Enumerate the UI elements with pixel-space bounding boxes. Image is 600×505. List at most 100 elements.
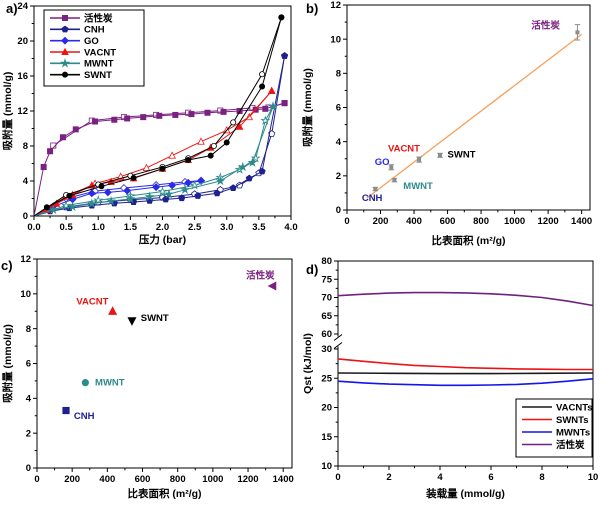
svg-text:2: 2 [386,472,391,483]
svg-text:200: 200 [373,216,389,227]
axes-c: 0 200 400 600 800 1000 1200 1400 0 2 4 6 8 10 12 比表面积 (… [1,254,294,500]
svg-text:600: 600 [135,474,151,485]
svg-text:75: 75 [321,274,332,285]
svg-text:GO: GO [84,36,99,47]
svg-text:0: 0 [335,472,340,483]
svg-text:600: 600 [440,216,456,227]
svg-text:吸附量 (mmol/g): 吸附量 (mmol/g) [301,68,314,147]
svg-text:CNH: CNH [362,193,383,204]
svg-text:0: 0 [23,211,28,222]
series-MWNTs [337,378,594,387]
series-SWNT [33,14,285,217]
svg-text:15: 15 [321,432,332,443]
svg-text:CNH: CNH [74,411,95,422]
series-MWNT [33,101,279,217]
svg-text:6: 6 [26,359,31,370]
svg-text:MWNT: MWNT [95,378,125,389]
svg-text:0: 0 [344,216,349,227]
annotations: CNH GO MWNT VACNT SWNT 活性炭 [362,20,560,205]
svg-text:2: 2 [26,428,31,439]
fit-line [366,33,583,199]
series-活性炭 [33,100,288,217]
svg-text:10: 10 [20,289,31,300]
svg-text:0.5: 0.5 [60,222,74,233]
svg-text:0.0: 0.0 [27,222,40,233]
panel-c: c) 0 200 400 600 800 1000 1200 1400 0 2 4 6 8 10 12 比表面… [0,253,300,505]
svg-text:800: 800 [473,216,489,227]
axes-d: 0 2 4 6 8 10 10 15 20 25 30 60 65 70 75 80 装载量 (mmol/g) Q… [302,256,598,500]
svg-text:4: 4 [437,472,443,483]
panel-c-chart: 0 200 400 600 800 1000 1200 1400 0 2 4 6 8 10 12 比表面积 (… [1,254,294,500]
svg-text:3.0: 3.0 [220,222,233,233]
svg-text:2.0: 2.0 [156,222,169,233]
svg-text:装载量 (mmol/g): 装载量 (mmol/g) [425,487,505,500]
series-活性炭 [337,291,594,307]
svg-text:8: 8 [336,69,341,80]
series-SWNTs [337,358,593,371]
svg-text:12: 12 [20,254,31,265]
svg-text:1400: 1400 [571,216,592,227]
svg-text:活性炭: 活性炭 [246,270,275,282]
svg-text:10: 10 [588,472,599,483]
svg-text:8: 8 [26,324,31,335]
svg-text:活性炭: 活性炭 [531,20,560,32]
svg-text:12: 12 [17,106,28,117]
svg-text:MWNT: MWNT [84,59,114,70]
panel-b-label: b) [306,1,319,16]
panel-d: d) 0 2 4 6 8 10 10 15 20 25 30 60 65 70 75 80 装载量 (mmol/… [300,253,600,505]
svg-text:1.0: 1.0 [92,222,105,233]
svg-text:65: 65 [321,311,332,322]
svg-text:VACNT: VACNT [388,144,420,155]
svg-text:活性炭: 活性炭 [84,12,113,24]
series-VACNTs [337,372,594,375]
scatter-points [372,24,581,192]
panel-a: a) 0.0 0.5 1.0 1.5 2.0 2.5 3.0 3.5 4.0 0 4 8 12 16 20 2… [0,0,300,253]
svg-text:SWNT: SWNT [448,149,476,160]
svg-text:4: 4 [23,176,29,187]
svg-text:80: 80 [321,256,332,267]
svg-text:4: 4 [336,137,342,148]
svg-text:MWNT: MWNT [403,181,433,192]
svg-text:1.5: 1.5 [124,222,138,233]
svg-text:8: 8 [23,141,28,152]
svg-text:400: 400 [406,216,422,227]
svg-text:16: 16 [17,71,28,82]
svg-text:30: 30 [321,344,332,355]
svg-text:20: 20 [321,403,332,414]
svg-text:10: 10 [321,461,332,472]
svg-text:吸附量 (mmol/g): 吸附量 (mmol/g) [1,72,14,151]
svg-text:比表面积 (m²/g): 比表面积 (m²/g) [431,234,505,247]
svg-text:20: 20 [17,36,28,47]
svg-text:0: 0 [26,463,31,474]
scatter-points [62,281,277,415]
svg-text:1000: 1000 [504,216,525,227]
svg-text:SWNT: SWNT [141,313,169,324]
svg-text:CNH: CNH [84,25,105,36]
svg-text:4.0: 4.0 [284,222,297,233]
svg-text:活性炭: 活性炭 [556,439,585,451]
svg-text:比表面积 (m²/g): 比表面积 (m²/g) [127,487,201,500]
svg-text:1000: 1000 [202,474,223,485]
svg-text:6: 6 [488,472,493,483]
svg-text:吸附量 (mmol/g): 吸附量 (mmol/g) [1,324,14,403]
panel-a-label: a) [6,1,18,16]
axes-b: 0 200 400 600 800 1000 1200 1400 0 2 4 6 8 10 12 比表面积 (… [301,0,592,247]
svg-text:25: 25 [321,373,332,384]
svg-text:6: 6 [336,103,341,114]
svg-text:3.5: 3.5 [252,222,266,233]
svg-text:VACNT: VACNT [76,297,108,308]
svg-text:4: 4 [26,394,32,405]
svg-text:10: 10 [330,34,341,45]
svg-text:24: 24 [17,1,28,12]
svg-text:70: 70 [321,293,332,304]
svg-text:8: 8 [539,472,544,483]
svg-text:1200: 1200 [237,474,258,485]
svg-text:VACNT: VACNT [84,47,116,58]
svg-text:12: 12 [330,0,341,11]
svg-text:压力 (bar): 压力 (bar) [139,233,186,246]
svg-text:1200: 1200 [538,216,559,227]
svg-text:SWNT: SWNT [84,70,112,81]
